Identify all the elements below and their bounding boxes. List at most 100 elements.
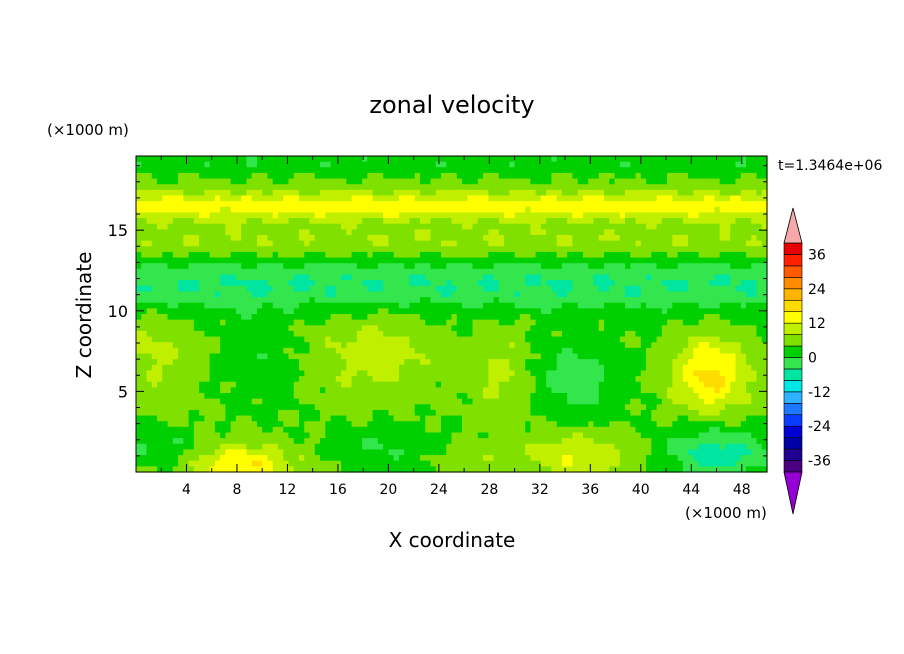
field-cell xyxy=(588,251,595,259)
field-cell xyxy=(477,257,484,264)
field-cell xyxy=(346,319,353,326)
field-cell xyxy=(309,342,316,349)
field-cell xyxy=(151,218,158,225)
field-cell xyxy=(467,387,474,394)
field-cell xyxy=(136,274,142,281)
field-cell xyxy=(745,285,752,293)
field-cell xyxy=(477,189,484,197)
field-cell xyxy=(167,302,174,309)
field-cell xyxy=(267,235,274,242)
field-cell xyxy=(435,167,442,174)
field-cell xyxy=(157,223,163,230)
field-cell xyxy=(504,235,510,242)
field-cell xyxy=(567,376,574,383)
field-cell xyxy=(735,336,742,343)
field-cell xyxy=(546,184,553,191)
field-cell xyxy=(472,251,479,259)
field-cell xyxy=(188,297,195,304)
field-cell xyxy=(509,291,516,298)
field-cell xyxy=(530,189,537,197)
field-cell xyxy=(656,376,663,383)
field-cell xyxy=(688,257,694,264)
field-cell xyxy=(141,223,148,230)
field-cell xyxy=(730,330,737,338)
field-cell xyxy=(372,364,379,372)
field-cell xyxy=(735,297,742,304)
field-cell xyxy=(162,235,169,242)
field-cell xyxy=(346,229,353,236)
field-cell xyxy=(388,330,395,338)
field-cell xyxy=(440,251,447,259)
field-cell xyxy=(682,240,689,247)
field-cell xyxy=(256,235,263,242)
field-cell xyxy=(609,297,616,304)
field-cell xyxy=(356,257,363,264)
field-cell xyxy=(603,336,610,343)
field-cell xyxy=(567,330,574,338)
field-cell xyxy=(682,274,689,281)
field-cell xyxy=(419,325,426,332)
field-cell xyxy=(504,156,510,163)
field-cell xyxy=(614,285,621,293)
field-cell xyxy=(309,280,316,287)
field-cell xyxy=(735,274,742,281)
field-cell xyxy=(640,330,647,338)
field-cell xyxy=(672,167,679,174)
field-cell xyxy=(157,263,163,270)
field-cell xyxy=(730,285,737,293)
field-cell xyxy=(162,229,169,236)
field-cell xyxy=(446,325,453,332)
field-cell xyxy=(230,246,237,253)
field-cell xyxy=(388,229,395,236)
field-cell xyxy=(393,291,400,298)
field-cell xyxy=(614,330,621,338)
field-cell xyxy=(299,257,305,264)
field-cell xyxy=(493,297,500,304)
field-cell xyxy=(362,274,368,281)
field-cell xyxy=(346,285,353,293)
field-cell xyxy=(467,319,474,326)
field-cell xyxy=(625,246,631,253)
field-cell xyxy=(246,291,253,298)
field-cell xyxy=(178,274,184,281)
field-cell xyxy=(698,229,705,236)
field-cell xyxy=(451,212,458,219)
field-cell xyxy=(635,285,642,293)
field-cell xyxy=(761,336,768,343)
field-cell xyxy=(551,167,558,174)
field-cell xyxy=(619,167,626,174)
field-cell xyxy=(577,291,584,298)
field-cell xyxy=(146,364,153,372)
field-cell xyxy=(603,178,610,185)
field-cell xyxy=(377,195,384,202)
field-cell xyxy=(577,314,584,321)
field-cell xyxy=(577,218,584,225)
field-cell xyxy=(588,347,595,355)
field-cell xyxy=(157,308,163,315)
field-cell xyxy=(761,223,768,230)
field-cell xyxy=(214,156,221,163)
field-cell xyxy=(299,319,305,326)
field-cell xyxy=(693,189,700,197)
field-cell xyxy=(709,280,716,287)
field-cell xyxy=(693,285,700,293)
field-cell xyxy=(530,291,537,298)
field-cell xyxy=(577,206,584,214)
field-cell xyxy=(409,246,416,253)
field-cell xyxy=(351,359,358,366)
field-cell xyxy=(483,156,489,163)
field-cell xyxy=(204,268,211,276)
field-cell xyxy=(635,319,642,326)
field-cell xyxy=(341,353,347,360)
field-cell xyxy=(535,274,542,281)
field-cell xyxy=(193,314,200,321)
field-cell xyxy=(698,314,705,321)
field-cell xyxy=(525,319,531,326)
field-cell xyxy=(256,347,263,355)
field-cell xyxy=(199,342,205,349)
field-cell xyxy=(530,336,537,343)
field-cell xyxy=(514,251,521,259)
field-cell xyxy=(530,251,537,259)
field-cell xyxy=(320,381,326,388)
field-cell xyxy=(567,257,574,264)
